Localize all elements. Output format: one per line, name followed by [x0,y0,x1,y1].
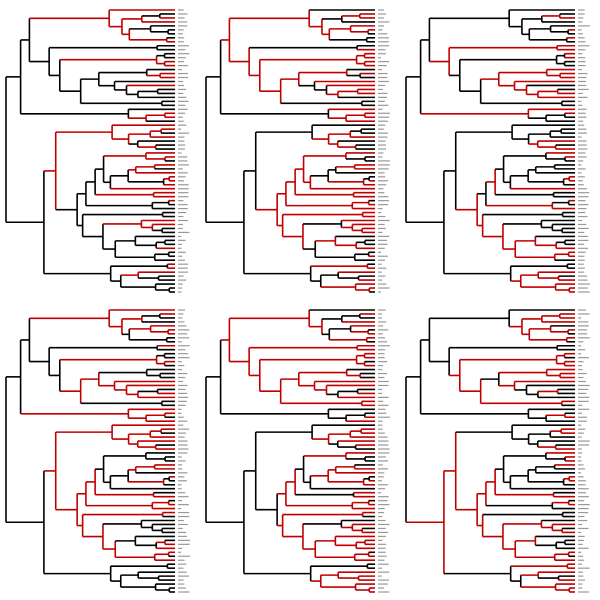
tree-panel [205,309,390,593]
tree-panel [405,309,590,593]
tree-panel [5,309,190,593]
tree-panel [405,9,590,293]
tree-panel [5,9,190,293]
tree-panel [205,9,390,293]
